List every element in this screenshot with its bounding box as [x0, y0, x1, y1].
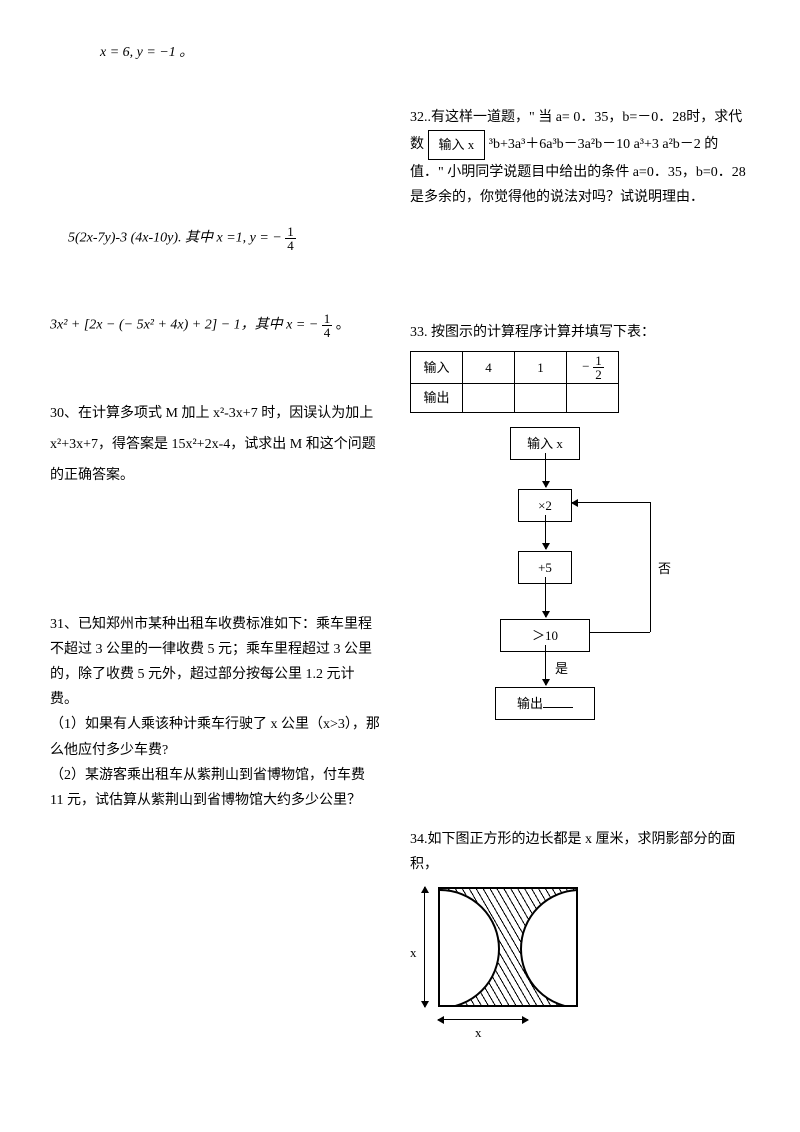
flow-label-no: 否 — [658, 557, 671, 580]
q33-head: 33. 按图示的计算程序计算并填写下表： — [410, 320, 750, 345]
dim-label-x-h: x — [475, 1021, 482, 1044]
flow-label-yes: 是 — [555, 657, 568, 680]
flowchart: 输入 x ×2 +5 ＞10 是 输出 否 — [440, 427, 700, 787]
expr2-neg: − — [272, 231, 281, 246]
expr3-text: 3x² + [2x − (− 5x² + 4x) + 2] − 1，其中 x = — [50, 318, 309, 333]
arrow-icon — [545, 453, 546, 487]
expr-3: 3x² + [2x − (− 5x² + 4x) + 2] − 1，其中 x =… — [50, 312, 380, 339]
left-column: 5(2x-7y)-3 (4x-10y). 其中 x =1, y = − 1 4 … — [50, 105, 380, 1087]
expr3-frac: 1 4 — [322, 312, 333, 339]
cell-in3-den: 2 — [593, 368, 604, 381]
cell-output-label: 输出 — [411, 384, 463, 412]
arrow-icon — [545, 515, 546, 549]
table-row: 输出 — [411, 384, 619, 412]
cell-in3-frac: 1 2 — [593, 354, 604, 381]
expr3-den: 4 — [322, 326, 333, 339]
flow-output-label: 输出 — [517, 696, 543, 711]
expr3-neg: − — [309, 318, 318, 333]
dim-horizontal — [438, 1019, 528, 1020]
right-column: 32..有这样一道题，" 当 a= 0．35，b=－0．28时，求代数 输入 x… — [410, 105, 750, 1087]
q31-part2: （2）某游客乘出租车从紫荆山到省博物馆，付车费 11 元，试估算从紫荆山到省博物… — [50, 763, 380, 813]
arrow-icon — [545, 577, 546, 617]
q30-text: 30、在计算多项式 M 加上 x²-3x+7 时，因误认为加上 x²+3x+7，… — [50, 406, 376, 483]
q31-part1: （1）如果有人乘该种计乘车行驶了 x 公里（x>3），那么他应付多少车费? — [50, 712, 380, 762]
question-30: 30、在计算多项式 M 加上 x²-3x+7 时，因误认为加上 x²+3x+7，… — [50, 399, 380, 491]
flow-line — [590, 632, 650, 633]
cell-in-1: 4 — [463, 352, 515, 384]
flow-line — [650, 502, 651, 632]
square-outer — [438, 887, 578, 1007]
q34-text: 34.如下图正方形的边长都是 x 厘米，求阴影部分的面积， — [410, 827, 750, 877]
two-column-layout: 5(2x-7y)-3 (4x-10y). 其中 x =1, y = − 1 4 … — [50, 105, 750, 1087]
cell-in-2: 1 — [515, 352, 567, 384]
cell-in3-neg: − — [581, 359, 590, 374]
blank-line — [543, 695, 573, 708]
cell-out-3 — [567, 384, 619, 412]
io-table: 输入 4 1 − 1 2 输出 — [410, 351, 619, 412]
flow-node-output: 输出 — [495, 687, 595, 720]
expr2-frac: 1 4 — [285, 225, 296, 252]
table-row: 输入 4 1 − 1 2 — [411, 352, 619, 384]
circle-left — [438, 889, 500, 1007]
top-expression: x = 6, y = −1 。 — [100, 40, 750, 65]
question-31: 31、已知郑州市某种出租车收费标准如下：乘车里程不超过 3 公里的一律收费 5 … — [50, 612, 380, 814]
question-32: 32..有这样一道题，" 当 a= 0．35，b=－0．28时，求代数 输入 x… — [410, 105, 750, 210]
expr3-num: 1 — [322, 312, 333, 326]
question-34: 34.如下图正方形的边长都是 x 厘米，求阴影部分的面积， x x — [410, 827, 750, 1037]
expr-2: 5(2x-7y)-3 (4x-10y). 其中 x =1, y = − 1 4 — [68, 225, 380, 252]
expr2-text: 5(2x-7y)-3 (4x-10y). 其中 x =1, y = — [68, 231, 272, 246]
square-diagram: x x — [410, 887, 610, 1037]
question-33: 33. 按图示的计算程序计算并填写下表： 输入 4 1 − 1 2 输出 — [410, 320, 750, 787]
expr3-end: 。 — [336, 318, 350, 333]
cell-input-label: 输入 — [411, 352, 463, 384]
arrow-icon — [572, 502, 650, 503]
q31-head: 31、已知郑州市某种出租车收费标准如下：乘车里程不超过 3 公里的一律收费 5 … — [50, 612, 380, 713]
cell-out-2 — [515, 384, 567, 412]
cell-in3-num: 1 — [593, 354, 604, 368]
q32-input-box: 输入 x — [428, 130, 486, 159]
expr2-num: 1 — [285, 225, 296, 239]
dim-vertical — [424, 887, 425, 1007]
cell-out-1 — [463, 384, 515, 412]
circle-right — [520, 889, 578, 1007]
arrow-icon — [545, 645, 546, 685]
cell-in-3: − 1 2 — [567, 352, 619, 384]
top-expr-text: x = 6, y = −1 。 — [100, 45, 193, 60]
expr2-den: 4 — [285, 239, 296, 252]
dim-label-x-v: x — [410, 941, 417, 964]
